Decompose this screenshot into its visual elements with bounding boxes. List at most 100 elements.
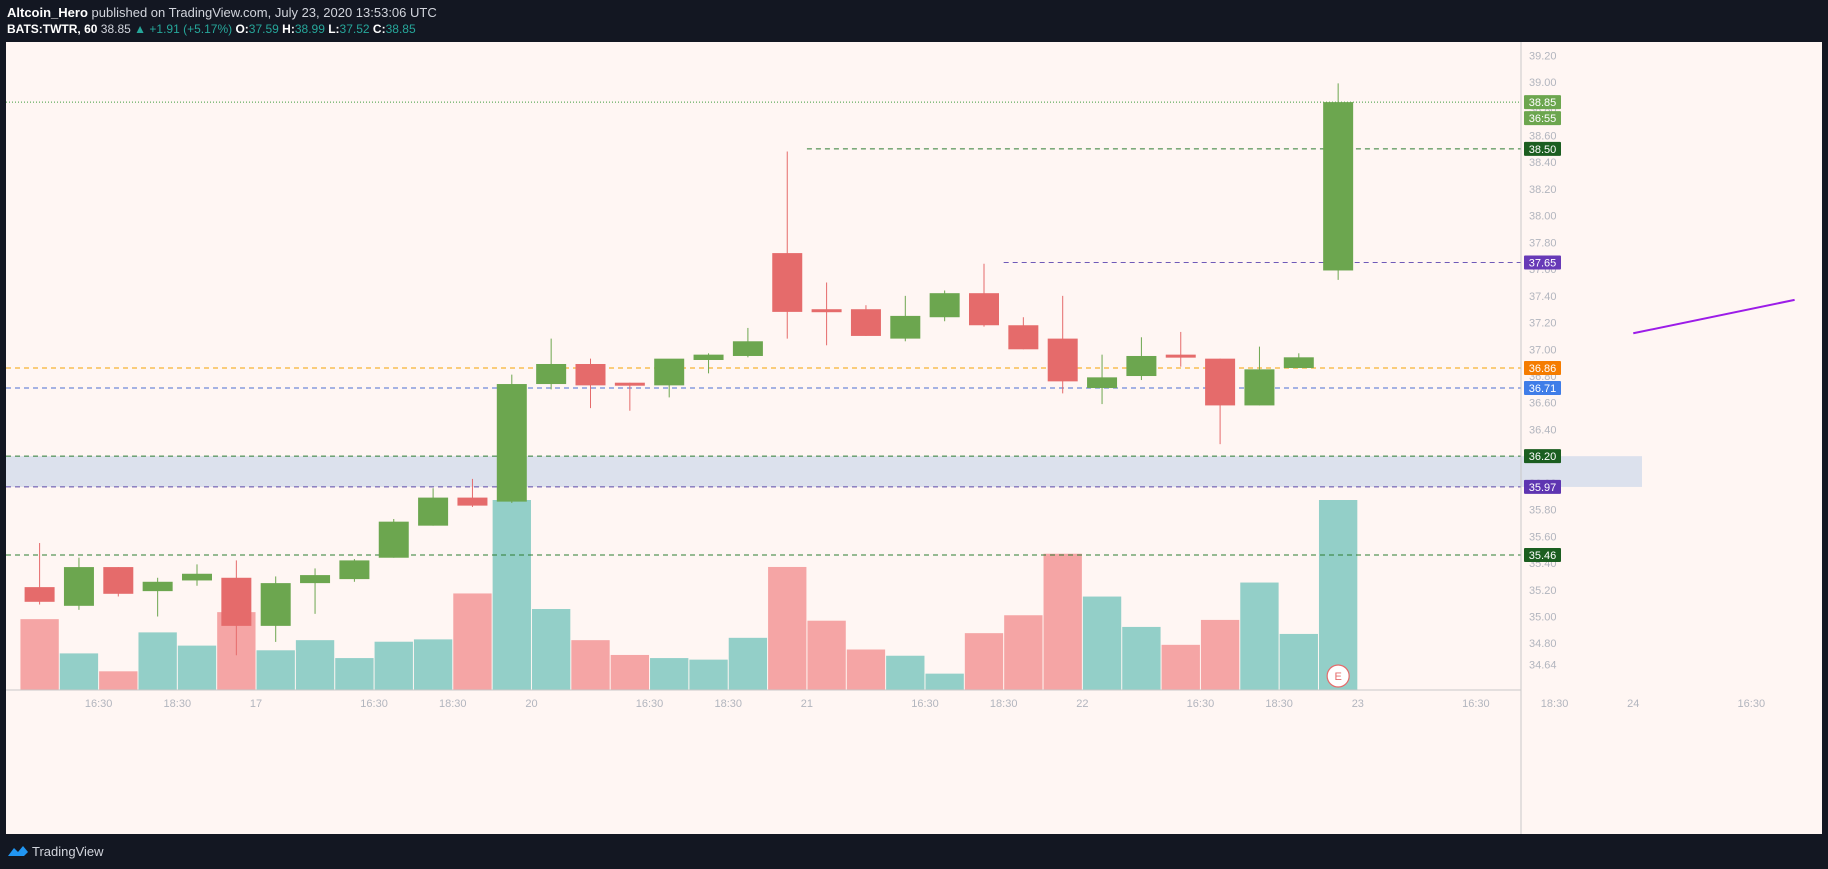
symbol-label[interactable]: BATS:TWTR, 60: [7, 22, 98, 36]
price-axis-tick: 38.40: [1529, 157, 1557, 169]
earnings-event-marker[interactable]: [1326, 664, 1350, 688]
volume-bar: [256, 650, 295, 690]
candle-body[interactable]: [850, 309, 881, 336]
candle-body[interactable]: [890, 315, 921, 339]
candle-body[interactable]: [260, 583, 291, 626]
volume-bar: [846, 649, 886, 690]
volume-bar: [59, 653, 99, 690]
publish-info: Altcoin_Hero published on TradingView.co…: [7, 5, 437, 20]
price-level-tag[interactable]: [1524, 381, 1561, 396]
volume-bar: [138, 632, 177, 690]
candle-body[interactable]: [1205, 358, 1236, 406]
bar-countdown-tag: [1524, 111, 1561, 126]
candle-body[interactable]: [536, 363, 567, 385]
volume-bar: [1122, 626, 1161, 690]
candle-body[interactable]: [103, 567, 134, 594]
ohlc-legend: BATS:TWTR, 60 38.85 ▲ +1.91 (+5.17%) O:3…: [7, 22, 416, 36]
volume-bar: [1043, 553, 1082, 690]
price-axis-tick: 36.60: [1529, 398, 1557, 410]
volume-bar: [807, 620, 846, 690]
open-label: O:: [235, 22, 249, 36]
candle-body[interactable]: [772, 253, 803, 312]
volume-bar: [571, 640, 610, 690]
candle-body[interactable]: [142, 581, 173, 592]
chart-area[interactable]: E 39.20 39.00 38.80 38.60 38.40 38.20 38.00 37.8…: [6, 42, 1822, 834]
volume-bar: [335, 658, 374, 690]
price-level-label: 37.65: [1529, 257, 1557, 269]
candle-body[interactable]: [614, 382, 645, 386]
trend-line[interactable]: [1633, 298, 1795, 335]
volume-bar: [177, 645, 217, 690]
volume-bar: [886, 655, 925, 690]
time-axis-tick: 21: [801, 698, 813, 710]
price-axis-tick: 35.80: [1529, 505, 1557, 517]
candle-body[interactable]: [693, 354, 724, 360]
candlestick-chart[interactable]: E39.2039.0038.8038.6038.4038.2038.0037.8…: [6, 42, 1822, 834]
price-level-tag[interactable]: [1524, 548, 1561, 563]
volume-bar: [610, 654, 650, 690]
volume-bar: [964, 633, 1004, 690]
price-axis-tick: 37.20: [1529, 318, 1557, 330]
candle-body[interactable]: [929, 293, 960, 318]
price-level-tag[interactable]: [1524, 361, 1561, 376]
candle-body[interactable]: [654, 358, 685, 386]
price-change: ▲ +1.91 (+5.17%): [134, 22, 233, 36]
candle-body[interactable]: [221, 577, 252, 626]
candle-body[interactable]: [378, 521, 409, 558]
volume-bar: [689, 659, 728, 690]
price-level-label: 35.46: [1529, 550, 1557, 562]
volume-bar: [99, 671, 138, 690]
volume-bar: [1082, 596, 1122, 690]
price-level-tag[interactable]: [1524, 449, 1561, 464]
candle-body[interactable]: [496, 384, 527, 502]
support-zone[interactable]: [6, 456, 1642, 487]
candle-body[interactable]: [969, 293, 999, 326]
time-axis-tick: 24: [1627, 698, 1639, 710]
candle-body[interactable]: [575, 363, 606, 386]
volume-bar: [1004, 615, 1043, 690]
volume-bar: [492, 500, 531, 690]
bar-countdown-label: 36:55: [1529, 113, 1557, 125]
time-axis-tick: 23: [1352, 698, 1364, 710]
publish-text: published on TradingView.com, July 23, 2…: [87, 5, 437, 20]
volume-bar: [1240, 582, 1279, 690]
candle-body[interactable]: [63, 567, 94, 606]
candle-body[interactable]: [732, 341, 763, 356]
price-level-tag[interactable]: [1524, 255, 1561, 270]
price-level-label: 36.86: [1529, 363, 1557, 375]
candle-body[interactable]: [1008, 325, 1039, 350]
time-axis-tick: 16:30: [1462, 698, 1490, 710]
price-axis-tick: 39.20: [1529, 50, 1557, 62]
candle-body[interactable]: [24, 587, 55, 602]
price-level-label: 36.20: [1529, 451, 1557, 463]
candle-body[interactable]: [418, 497, 449, 526]
price-level-tag[interactable]: [1524, 141, 1561, 156]
tradingview-logo-icon[interactable]: [7, 844, 29, 858]
candle-body[interactable]: [811, 309, 842, 313]
price-axis-tick: 35.00: [1529, 612, 1557, 624]
price-level-tag[interactable]: [1524, 95, 1561, 110]
author-name[interactable]: Altcoin_Hero: [7, 5, 88, 20]
candle-body[interactable]: [182, 573, 212, 581]
candle-body[interactable]: [1165, 354, 1196, 358]
candle-body[interactable]: [1283, 357, 1314, 369]
candle-body[interactable]: [339, 560, 370, 580]
candle-body[interactable]: [1087, 377, 1118, 389]
price-axis-tick: 37.80: [1529, 237, 1557, 249]
candle-body[interactable]: [1047, 338, 1078, 382]
volume-bar: [1161, 644, 1200, 690]
price-level-tag[interactable]: [1524, 479, 1561, 494]
candle-body[interactable]: [1323, 102, 1354, 271]
volume-bar: [650, 658, 689, 690]
footer-brand[interactable]: TradingView: [32, 844, 104, 859]
volume-bar: [374, 641, 413, 690]
candle-body[interactable]: [1126, 355, 1157, 377]
time-axis-tick: 18:30: [1265, 698, 1293, 710]
candle-body[interactable]: [1244, 369, 1275, 406]
candle-body[interactable]: [300, 575, 331, 584]
time-axis-tick: 16:30: [1187, 698, 1215, 710]
high-value: 38.99: [294, 22, 325, 36]
candle-body[interactable]: [457, 497, 488, 506]
price-level-label: 38.50: [1529, 144, 1557, 156]
volume-bar: [768, 566, 807, 690]
